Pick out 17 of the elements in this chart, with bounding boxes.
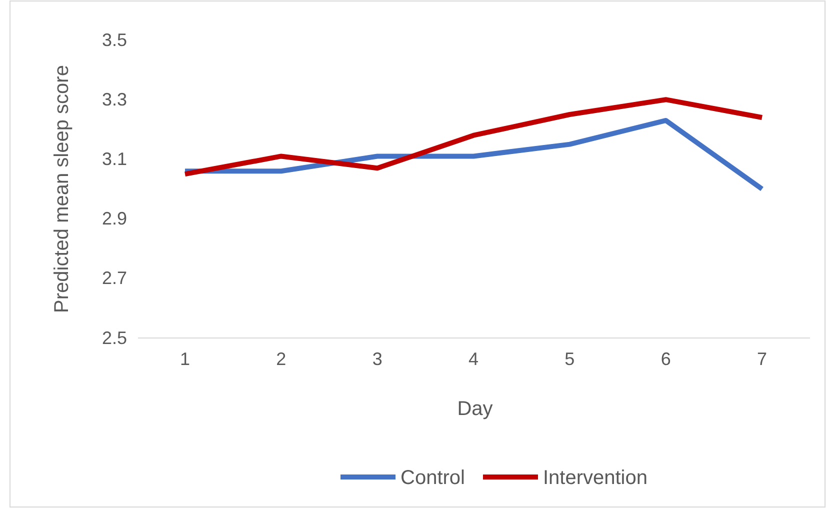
y-tick-label: 2.7 bbox=[102, 268, 127, 288]
x-tick-label: 4 bbox=[468, 348, 479, 369]
y-tick-label: 3.3 bbox=[102, 89, 127, 110]
x-tick-label: 7 bbox=[756, 348, 768, 369]
x-tick-label: 5 bbox=[564, 348, 575, 369]
legend-label: Control bbox=[400, 467, 465, 489]
legend-label: Intervention bbox=[542, 467, 648, 489]
x-axis-title: Day bbox=[457, 398, 493, 420]
x-tick-label: 2 bbox=[276, 348, 286, 369]
y-tick-label: 2.5 bbox=[102, 328, 127, 348]
y-tick-label: 2.9 bbox=[102, 208, 127, 229]
x-tick-label: 1 bbox=[180, 348, 190, 369]
x-tick-label: 3 bbox=[372, 348, 382, 369]
y-tick-label: 3.1 bbox=[102, 148, 127, 169]
y-axis-title: Predicted mean sleep score bbox=[51, 65, 73, 313]
x-tick-label: 6 bbox=[660, 348, 671, 369]
y-tick-label: 3.5 bbox=[102, 30, 127, 50]
